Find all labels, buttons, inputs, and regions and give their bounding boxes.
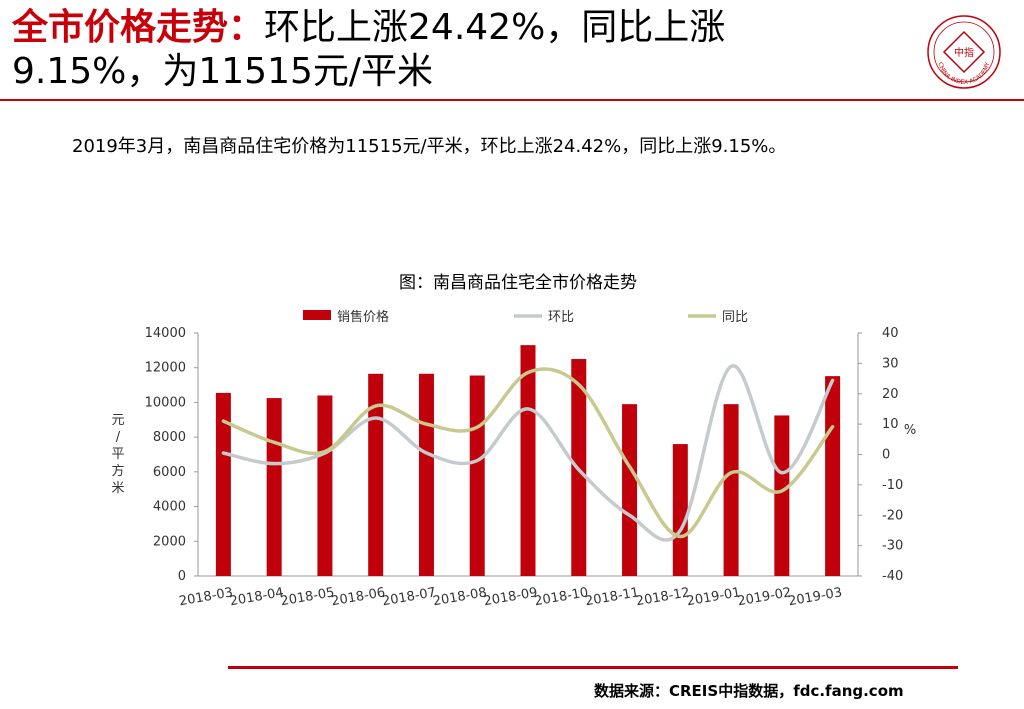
x-tick-label: 2019-01 <box>686 585 742 609</box>
left-axis-unit-char: 方 <box>111 463 124 479</box>
right-tick-label: 40 <box>882 326 899 341</box>
legend-swatch-bar <box>303 310 331 320</box>
price-bar <box>622 404 638 576</box>
chart-title: 图：南昌商品住宅全市价格走势 <box>399 273 637 293</box>
x-tick-label: 2018-12 <box>635 585 691 609</box>
title-line-2: 9.15%，为11515元/平米 <box>12 51 434 92</box>
price-bar <box>774 415 790 576</box>
left-tick-label: 8000 <box>153 430 186 445</box>
left-tick-label: 4000 <box>153 500 186 515</box>
left-axis-unit-char: / <box>116 430 121 445</box>
left-axis: 0 2000 4000 6000 8000 10000 12000 14000 元 / 平方米 <box>111 326 858 584</box>
china-index-academy-logo: 中指 CHINA INDEX ACADEMY <box>927 15 1001 89</box>
right-tick-label: -20 <box>882 508 903 523</box>
left-axis-unit-char: 平 <box>111 447 124 462</box>
left-axis-unit-char: 米 <box>111 481 124 496</box>
legend-label: 环比 <box>548 310 574 325</box>
price-bar <box>215 392 231 576</box>
title-line-1: 全市价格走势：环比上涨24.42%，同比上涨 <box>12 6 892 50</box>
legend-label: 同比 <box>722 310 748 325</box>
page-title: 全市价格走势：环比上涨24.42%，同比上涨 9.15%，为11515元/平米 <box>12 6 892 94</box>
x-tick-label: 2018-07 <box>381 585 437 609</box>
x-tick-label: 2018-03 <box>178 585 234 609</box>
summary-text: 2019年3月，南昌商品住宅价格为11515元/平米，环比上涨24.42%，同比… <box>72 136 787 157</box>
x-tick-label: 2018-09 <box>483 585 539 609</box>
left-tick-label: 6000 <box>153 465 186 480</box>
price-bar <box>368 373 384 576</box>
source-footer: 数据来源：CREIS中指数据，fdc.fang.com <box>594 682 904 700</box>
right-tick-label: 10 <box>882 417 899 432</box>
x-tick-label: 2018-05 <box>280 585 336 609</box>
title-divider <box>0 99 1024 101</box>
right-axis-unit: % <box>904 423 916 438</box>
right-tick-label: 0 <box>882 448 890 463</box>
left-tick-label: 12000 <box>145 361 186 376</box>
left-tick-label: 10000 <box>145 395 186 410</box>
bar-series <box>215 345 841 576</box>
price-bar <box>469 375 485 576</box>
left-tick-label: 2000 <box>153 534 186 549</box>
footer-divider <box>228 666 958 669</box>
right-axis: -40 -30 -20 -10 0 10 20 30 40% <box>857 326 916 584</box>
price-bar <box>723 404 739 576</box>
x-tick-label: 2018-06 <box>330 585 386 609</box>
price-bar <box>266 398 282 576</box>
line-series <box>221 364 835 542</box>
price-bar <box>418 373 434 576</box>
title-highlight: 全市价格走势： <box>12 7 265 48</box>
right-tick-label: 20 <box>882 387 899 402</box>
x-tick-label: 2018-04 <box>229 585 285 609</box>
legend-label: 销售价格 <box>337 309 389 325</box>
chart-legend: 销售价格 环比 同比 <box>303 309 748 325</box>
right-tick-label: -30 <box>882 539 903 554</box>
price-bar <box>520 345 536 576</box>
logo-center-text: 中指 <box>954 46 974 59</box>
x-tick-label: 2018-08 <box>432 585 488 609</box>
left-tick-label: 14000 <box>145 326 186 341</box>
price-bar <box>317 395 333 576</box>
x-tick-label: 2019-02 <box>736 585 792 609</box>
left-tick-label: 0 <box>178 569 186 584</box>
price-bar <box>672 444 688 576</box>
right-tick-label: -40 <box>882 569 903 584</box>
x-tick-label: 2019-03 <box>787 585 843 609</box>
yoy-line <box>221 367 835 539</box>
x-axis-ticks: 2018-032018-042018-052018-062018-072018-… <box>178 585 843 609</box>
x-tick-label: 2018-10 <box>533 585 589 609</box>
x-tick-label: 2018-11 <box>584 585 640 609</box>
right-tick-label: 30 <box>882 356 899 371</box>
price-bar <box>825 376 841 576</box>
right-tick-label: -10 <box>882 478 903 493</box>
title-rest: 环比上涨24.42%，同比上涨 <box>264 7 726 48</box>
left-axis-unit-char: 元 <box>111 413 124 428</box>
